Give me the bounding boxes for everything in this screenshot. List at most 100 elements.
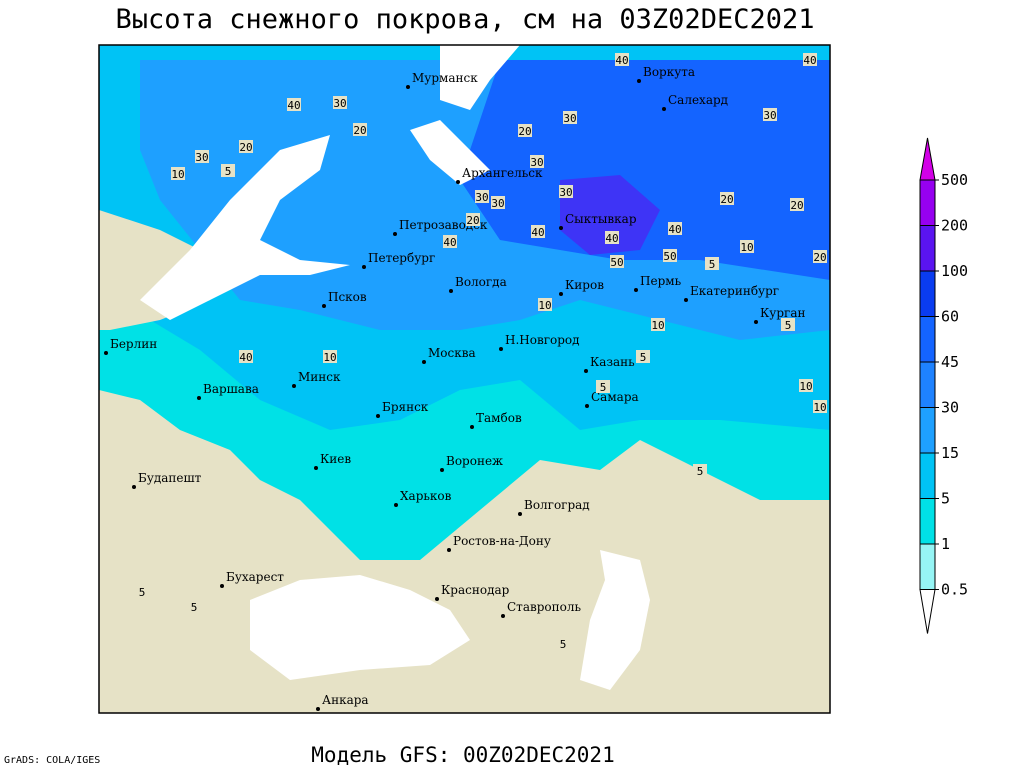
city-dot: [754, 320, 758, 324]
contour-label: 40: [668, 223, 681, 236]
barents-sea: [440, 45, 520, 110]
contour-label: 10: [740, 241, 753, 254]
contour-label-box: [610, 255, 624, 268]
contour-label: 20: [239, 141, 252, 154]
contour-label-box: [531, 225, 545, 238]
colorbar-swatch: [919, 407, 936, 454]
contour-label-box: [221, 164, 235, 177]
city-label: Краснодар: [441, 583, 510, 597]
contour-label: 5: [191, 601, 198, 614]
contour-label-box: [239, 140, 253, 153]
contour-label-box: [323, 350, 337, 363]
contour-label-box: [668, 222, 682, 235]
contour-label: 50: [663, 250, 676, 263]
city-label: Самара: [591, 390, 639, 404]
contour-label: 20: [720, 193, 733, 206]
contour-label: 30: [563, 112, 576, 125]
contour-label: 40: [531, 226, 544, 239]
contour-label-box: [803, 53, 817, 66]
city-label: Волгоград: [524, 498, 590, 512]
city-label: Ставрополь: [507, 600, 581, 614]
contour-label-box: [443, 235, 457, 248]
contour-label: 30: [475, 191, 488, 204]
city-dot: [501, 614, 505, 618]
contour-label-box: [559, 185, 573, 198]
city-label: Архангельск: [462, 166, 543, 180]
contour-label-box: [813, 250, 827, 263]
colorbar-bottom-arrow: [919, 589, 936, 634]
contour-label-box: [195, 150, 209, 163]
contour-label-box: [790, 198, 804, 211]
white-sea: [410, 120, 490, 185]
contour-label: 5: [225, 165, 232, 178]
city-label: Ростов-на-Дону: [453, 534, 551, 548]
city-label: Салехард: [668, 93, 728, 107]
city-dot: [634, 288, 638, 292]
contour-label-box: [466, 213, 480, 226]
contour-label-box: [556, 637, 570, 650]
city-label: Екатеринбург: [690, 284, 779, 298]
colorbar-swatch: [919, 270, 936, 317]
city-label: Будапешт: [138, 471, 202, 485]
city-dot: [376, 414, 380, 418]
contour-label: 5: [785, 319, 792, 332]
city-dot: [585, 404, 589, 408]
contour-label: 40: [615, 54, 628, 67]
colorbar-swatch: [919, 225, 936, 272]
contour-label: 5: [697, 465, 704, 478]
contour-label: 30: [333, 97, 346, 110]
colorbar-swatch: [919, 498, 936, 545]
colorbar-swatch: [919, 179, 936, 226]
contour-label-box: [491, 196, 505, 209]
city-dot: [499, 347, 503, 351]
city-dot: [316, 707, 320, 711]
city-dot: [559, 292, 563, 296]
contour-label: 10: [813, 401, 826, 414]
contour-label-box: [538, 298, 552, 311]
city-dot: [406, 85, 410, 89]
city-label: Берлин: [110, 337, 157, 351]
city-label: Н.Новгород: [505, 333, 580, 347]
contour-label: 5: [709, 258, 716, 271]
city-dot: [456, 180, 460, 184]
city-dot: [637, 79, 641, 83]
city-dot: [662, 107, 666, 111]
contour-label-box: [799, 379, 813, 392]
colorbar-label: 0.5: [941, 581, 968, 599]
contour-label-box: [651, 318, 665, 331]
contour-label-box: [740, 240, 754, 253]
contour-label: 5: [560, 638, 567, 651]
city-dot: [292, 384, 296, 388]
caspian-sea: [580, 550, 650, 690]
city-label: Киров: [565, 278, 604, 292]
city-label: Бухарест: [226, 570, 284, 584]
contour-label-box: [563, 111, 577, 124]
city-label: Казань: [590, 355, 635, 369]
contour-label-box: [763, 108, 777, 121]
city-label: Анкара: [322, 693, 369, 707]
contour-label: 20: [466, 214, 479, 227]
contour-label-box: [781, 318, 795, 331]
contour-label-box: [663, 249, 677, 262]
city-dot: [362, 265, 366, 269]
baltic-sea: [140, 135, 350, 320]
contour-label-box: [705, 257, 719, 270]
credit: GrADS: COLA/IGES: [4, 755, 100, 766]
colorbar-top-arrow: [919, 137, 936, 181]
colorbar-label: 30: [941, 399, 959, 417]
city-label: Москва: [428, 346, 476, 360]
contour-label: 10: [799, 380, 812, 393]
colorbar-swatch: [919, 452, 936, 499]
city-label: Тамбов: [476, 411, 522, 425]
city-dot: [518, 512, 522, 516]
city-label: Петербург: [368, 251, 435, 265]
contour-label-box: [171, 167, 185, 180]
city-label: Варшава: [203, 382, 259, 396]
city-dot: [422, 360, 426, 364]
contour-label-box: [605, 231, 619, 244]
contour-label: 30: [195, 151, 208, 164]
snow-deeper: [460, 60, 830, 280]
contour-label-box: [287, 98, 301, 111]
